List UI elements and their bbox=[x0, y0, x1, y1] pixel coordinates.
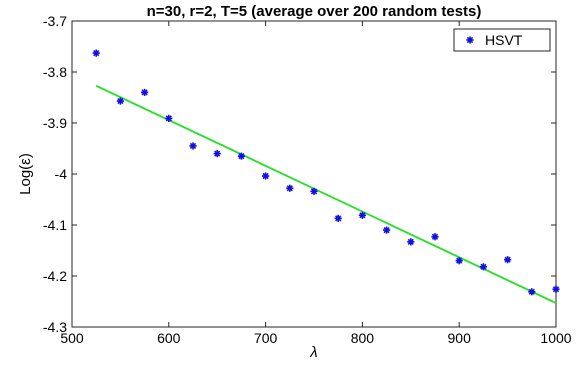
data-point bbox=[528, 288, 536, 296]
plot-area bbox=[71, 20, 557, 328]
data-point bbox=[334, 214, 342, 222]
chart-title: n=30, r=2, T=5 (average over 200 random … bbox=[147, 3, 482, 20]
y-tick-label: -3.8 bbox=[43, 64, 67, 80]
x-tick-label: 900 bbox=[448, 330, 472, 346]
data-point bbox=[310, 187, 318, 195]
data-point bbox=[213, 150, 221, 158]
data-point bbox=[141, 88, 149, 96]
axis-ticks bbox=[71, 20, 557, 328]
data-point bbox=[383, 226, 391, 234]
data-point bbox=[189, 142, 197, 150]
x-axis-label: λ bbox=[309, 344, 317, 361]
legend-label-hsvt: HSVT bbox=[485, 32, 523, 48]
x-tick-label: 500 bbox=[60, 330, 84, 346]
data-point bbox=[504, 256, 512, 264]
data-points bbox=[92, 49, 560, 296]
data-point bbox=[262, 172, 270, 180]
data-point bbox=[116, 97, 124, 105]
data-point bbox=[455, 257, 463, 265]
data-point bbox=[431, 233, 439, 241]
y-tick-label: -4.3 bbox=[43, 319, 67, 335]
data-point bbox=[552, 285, 560, 293]
x-tick-label: 700 bbox=[254, 330, 278, 346]
legend: HSVT bbox=[453, 28, 551, 52]
legend-marker-hsvt bbox=[466, 36, 474, 44]
y-tick-label: -4 bbox=[55, 166, 68, 182]
x-tick-label: 1000 bbox=[540, 330, 571, 346]
y-tick-label: -3.7 bbox=[43, 13, 67, 29]
data-point bbox=[479, 263, 487, 271]
y-axis-label: Log(ε) bbox=[17, 153, 34, 195]
data-point bbox=[92, 49, 100, 57]
y-tick-label: -4.1 bbox=[43, 217, 67, 233]
data-point bbox=[407, 238, 415, 246]
x-tick-labels: 500 600 700 800 900 1000 bbox=[60, 330, 571, 346]
data-point bbox=[286, 184, 294, 192]
x-tick-label: 800 bbox=[351, 330, 375, 346]
data-point bbox=[358, 211, 366, 219]
y-tick-label: -4.2 bbox=[43, 268, 67, 284]
x-tick-label: 600 bbox=[157, 330, 181, 346]
data-point bbox=[237, 152, 245, 160]
fit-line bbox=[95, 84, 557, 304]
y-tick-label: -3.9 bbox=[43, 115, 67, 131]
y-tick-labels: -3.7 -3.8 -3.9 -4 -4.1 -4.2 -4.3 bbox=[43, 13, 67, 335]
data-point bbox=[165, 114, 173, 123]
